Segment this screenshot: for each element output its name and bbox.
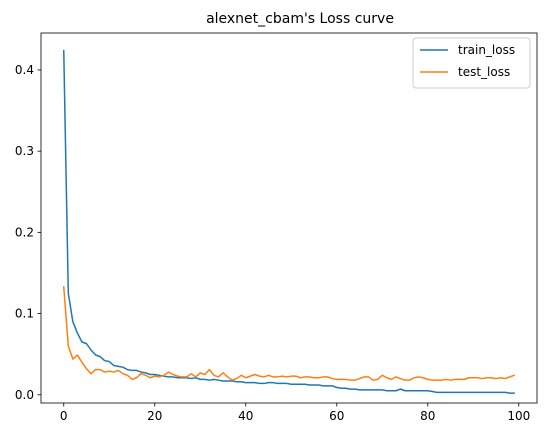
chart-title: alexnet_cbam's Loss curve (206, 11, 394, 27)
series-line-test-loss (63, 286, 515, 381)
y-tick-label: 0.1 (15, 307, 34, 321)
y-tick-label: 0.0 (15, 388, 34, 402)
axes-frame (40, 32, 538, 404)
y-tick-label: 0.3 (15, 144, 34, 158)
legend-label-test-loss: test_loss (458, 65, 510, 79)
x-tick-label: 20 (147, 409, 162, 423)
legend-label-train-loss: train_loss (458, 43, 515, 57)
x-tick-label: 40 (238, 409, 253, 423)
plot-area (41, 33, 537, 403)
series-line-train-loss (63, 49, 515, 394)
y-tick-label: 0.2 (15, 225, 34, 239)
series-layer (63, 49, 515, 394)
x-tick-label: 0 (60, 409, 68, 423)
legend: train_loss test_loss (412, 37, 531, 89)
x-tick-label: 80 (420, 409, 435, 423)
y-tick-label: 0.4 (15, 63, 34, 77)
axes-layer: 0 20 40 60 80 100 0.0 0.1 0.2 0.3 0.4 (15, 32, 538, 423)
x-tick-label: 100 (507, 409, 530, 423)
x-tick-label: 60 (329, 409, 344, 423)
